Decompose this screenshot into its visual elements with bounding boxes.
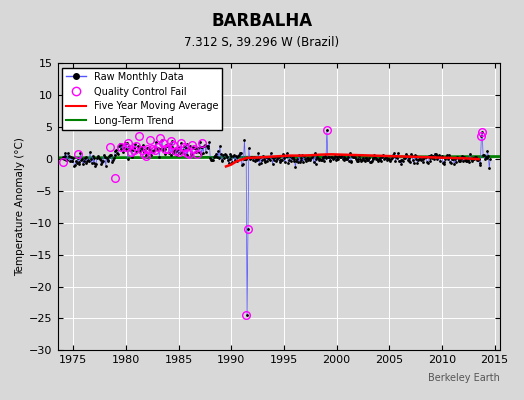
Text: 7.312 S, 39.296 W (Brazil): 7.312 S, 39.296 W (Brazil): [184, 36, 340, 49]
Legend: Raw Monthly Data, Quality Control Fail, Five Year Moving Average, Long-Term Tren: Raw Monthly Data, Quality Control Fail, …: [62, 68, 222, 130]
Text: BARBALHA: BARBALHA: [212, 12, 312, 30]
Text: Berkeley Earth: Berkeley Earth: [428, 373, 500, 383]
Y-axis label: Temperature Anomaly (°C): Temperature Anomaly (°C): [15, 137, 25, 276]
